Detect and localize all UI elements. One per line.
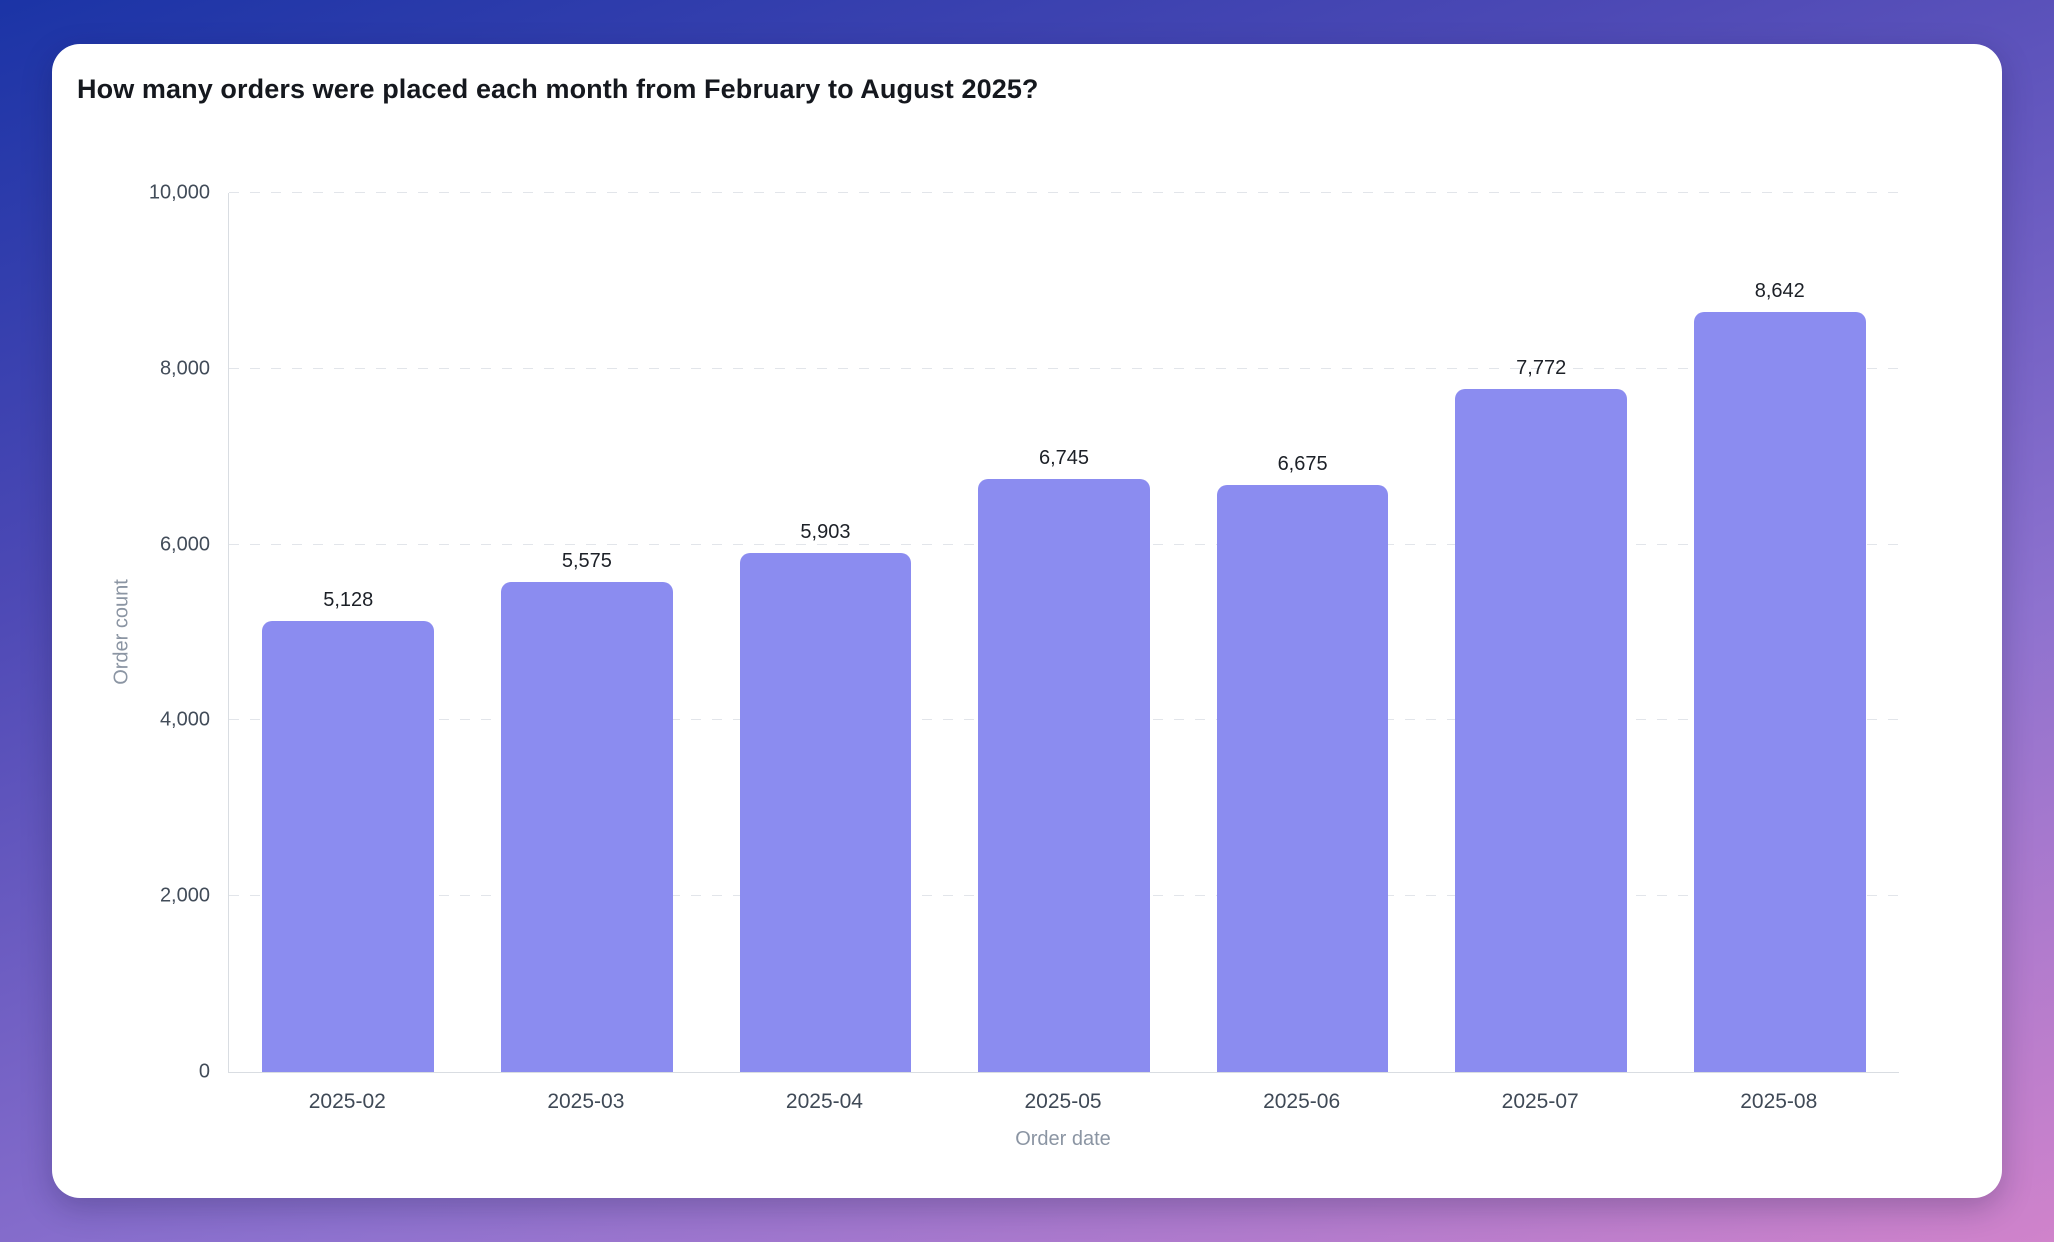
x-tick-label: 2025-07 xyxy=(1501,1090,1579,1113)
bar-value-label: 5,575 xyxy=(561,549,612,572)
y-tick-label: 0 xyxy=(198,1060,210,1083)
x-tick-label: 2025-04 xyxy=(785,1090,863,1113)
bar-value-label: 8,642 xyxy=(1754,280,1805,303)
bars-container: 5,128 5,575 5,903 6,745 6,675 7,772 8,642 xyxy=(229,193,1899,1072)
x-tick-label: 2025-06 xyxy=(1263,1090,1341,1113)
bar[interactable] xyxy=(1455,388,1628,1072)
bar-value-label: 5,128 xyxy=(323,589,374,612)
x-tick-label: 2025-02 xyxy=(308,1090,386,1113)
bar-slot: 7,772 xyxy=(1422,193,1661,1072)
bar[interactable] xyxy=(739,553,912,1072)
bar-chart: Order count 5,128 5,575 5,903 6,745 6,675 7,7… xyxy=(52,44,2002,1198)
y-tick-label: 2,000 xyxy=(159,884,210,907)
bar-value-label: 5,903 xyxy=(800,521,851,544)
y-tick-label: 6,000 xyxy=(159,533,210,556)
bar[interactable] xyxy=(262,621,435,1072)
bar[interactable] xyxy=(1216,485,1389,1072)
x-axis-ticks: 2025-02 2025-03 2025-04 2025-05 2025-06 2025-… xyxy=(228,1090,1898,1114)
bar-value-label: 6,675 xyxy=(1277,453,1328,476)
y-tick-label: 4,000 xyxy=(159,708,210,731)
chart-card: How many orders were placed each month f… xyxy=(52,44,2002,1198)
y-tick-label: 10,000 xyxy=(148,181,210,204)
bar-value-label: 6,745 xyxy=(1038,447,1090,470)
x-tick-label: 2025-08 xyxy=(1740,1090,1818,1113)
bar-slot: 8,642 xyxy=(1660,193,1899,1072)
gridline xyxy=(229,192,1899,193)
bar-value-label: 7,772 xyxy=(1516,356,1567,379)
x-axis-title: Order date xyxy=(1015,1128,1111,1150)
bar[interactable] xyxy=(500,581,673,1072)
bar-slot: 5,128 xyxy=(229,193,468,1072)
bar-slot: 5,575 xyxy=(468,193,707,1072)
y-tick-label: 8,000 xyxy=(159,357,210,380)
page-title: How many orders were placed each month f… xyxy=(77,74,1039,104)
bar[interactable] xyxy=(1693,312,1866,1072)
y-axis-title: Order count xyxy=(110,579,133,685)
x-tick-label: 2025-05 xyxy=(1024,1090,1102,1113)
bar-slot: 6,675 xyxy=(1183,193,1422,1072)
x-tick-label: 2025-03 xyxy=(547,1090,625,1113)
bar[interactable] xyxy=(978,479,1150,1072)
bar-slot: 5,903 xyxy=(706,193,945,1072)
bar-slot: 6,745 xyxy=(945,193,1184,1072)
plot-area: 5,128 5,575 5,903 6,745 6,675 7,772 8,642 xyxy=(228,192,1899,1073)
gridline xyxy=(229,367,1899,369)
